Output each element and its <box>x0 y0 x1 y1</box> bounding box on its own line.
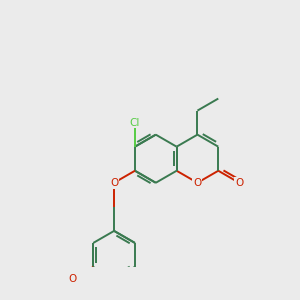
Text: O: O <box>110 178 118 188</box>
Text: O: O <box>68 274 76 284</box>
Text: O: O <box>193 178 202 188</box>
Text: Cl: Cl <box>130 118 140 128</box>
Text: O: O <box>235 178 243 188</box>
